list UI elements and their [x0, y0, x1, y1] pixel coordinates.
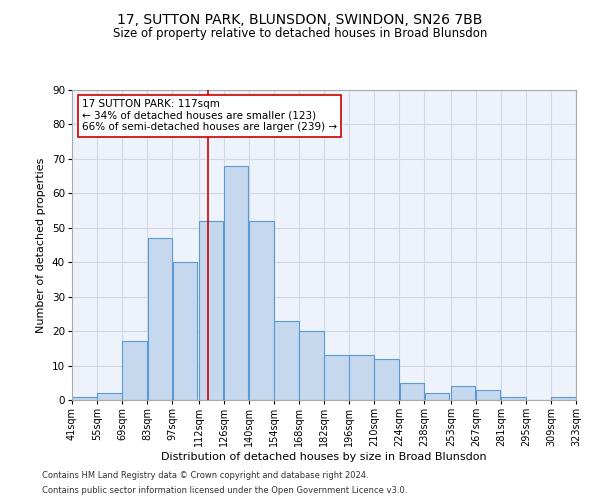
Bar [374, 358, 398, 400]
Bar [199, 221, 223, 400]
Bar [250, 221, 274, 400]
X-axis label: Distribution of detached houses by size in Broad Blunsdon: Distribution of detached houses by size … [161, 452, 487, 462]
Text: 17 SUTTON PARK: 117sqm
← 34% of detached houses are smaller (123)
66% of semi-de: 17 SUTTON PARK: 117sqm ← 34% of detached… [82, 100, 337, 132]
Bar [551, 396, 575, 400]
Y-axis label: Number of detached properties: Number of detached properties [37, 158, 46, 332]
Bar [349, 355, 374, 400]
Bar [451, 386, 475, 400]
Bar [173, 262, 197, 400]
Bar [122, 342, 146, 400]
Text: Contains public sector information licensed under the Open Government Licence v3: Contains public sector information licen… [42, 486, 407, 495]
Text: 17, SUTTON PARK, BLUNSDON, SWINDON, SN26 7BB: 17, SUTTON PARK, BLUNSDON, SWINDON, SN26… [118, 12, 482, 26]
Text: Size of property relative to detached houses in Broad Blunsdon: Size of property relative to detached ho… [113, 28, 487, 40]
Bar [148, 238, 172, 400]
Text: Contains HM Land Registry data © Crown copyright and database right 2024.: Contains HM Land Registry data © Crown c… [42, 471, 368, 480]
Bar [476, 390, 500, 400]
Bar [97, 393, 122, 400]
Bar [502, 396, 526, 400]
Bar [73, 396, 97, 400]
Bar [274, 321, 299, 400]
Bar [299, 331, 323, 400]
Bar [224, 166, 248, 400]
Bar [400, 383, 424, 400]
Bar [325, 355, 349, 400]
Bar [425, 393, 449, 400]
